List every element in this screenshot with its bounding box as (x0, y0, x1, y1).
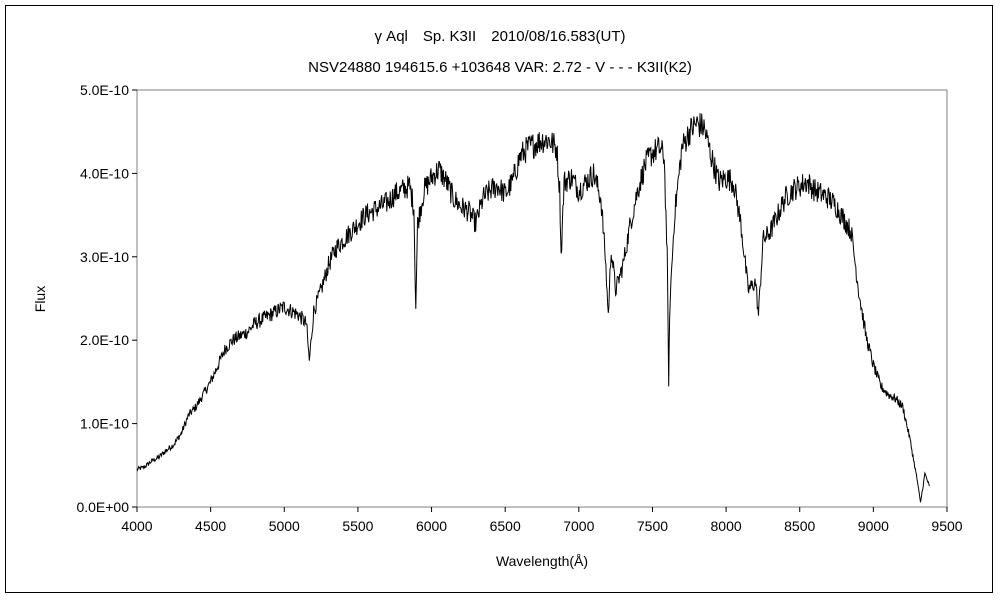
x-tick-label: 9000 (858, 518, 889, 534)
x-tick-label: 7000 (563, 518, 594, 534)
y-tick-label: 3.0E-10 (80, 249, 129, 265)
x-tick-label: 4500 (195, 518, 226, 534)
y-axis-label: Flux (32, 286, 48, 312)
x-tick-label: 5000 (269, 518, 300, 534)
x-tick-label: 6500 (490, 518, 521, 534)
chart-subtitle: NSV24880 194615.6 +103648 VAR: 2.72 - V … (308, 59, 692, 76)
x-axis-label: Wavelength(Å) (496, 553, 588, 569)
y-tick-label: 2.0E-10 (80, 332, 129, 348)
plot-area (136, 89, 948, 508)
x-tick-label: 5500 (342, 518, 373, 534)
y-tick-label: 5.0E-10 (80, 82, 129, 98)
y-axis: 0.0E+00 1.0E-10 2.0E-10 3.0E-10 4.0E-10 5.0E-… (76, 82, 137, 515)
x-tick-label: 9500 (931, 518, 962, 534)
x-tick-label: 6000 (416, 518, 447, 534)
chart-frame (5, 5, 993, 593)
y-tick-label: 0.0E+00 (76, 499, 129, 515)
y-tick-label: 4.0E-10 (80, 165, 129, 181)
x-axis: 4000 4500 5000 5500 6000 6500 7000 7500 8000 8500… (121, 507, 963, 534)
flux-series-line (136, 113, 930, 503)
x-tick-label: 8500 (784, 518, 815, 534)
chart-title: γ Aql Sp. K3II 2010/08/16.583(UT) (374, 28, 626, 45)
x-tick-label: 7500 (637, 518, 668, 534)
x-tick-label: 8000 (711, 518, 742, 534)
y-tick-label: 1.0E-10 (80, 416, 129, 432)
x-tick-label: 4000 (121, 518, 152, 534)
